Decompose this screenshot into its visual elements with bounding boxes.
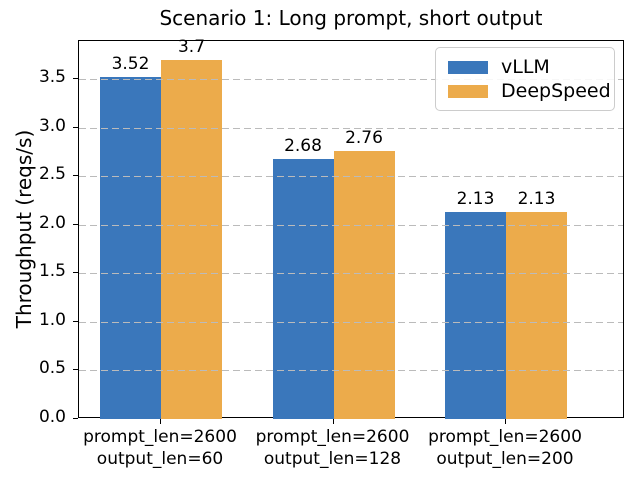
x-tick-label: prompt_len=2600 output_len=200 (410, 426, 600, 470)
y-tick-mark (73, 77, 78, 79)
bar-value-label: 2.68 (284, 135, 322, 156)
x-tick-label: prompt_len=2600 output_len=60 (65, 426, 255, 470)
y-tick-label: 2.5 (38, 164, 66, 185)
bar-value-label: 2.76 (345, 127, 383, 148)
x-tick-label-line: prompt_len=2600 (255, 427, 410, 447)
bar-vllm-group1 (100, 77, 161, 419)
bar-vllm-group2 (272, 158, 334, 419)
y-tick-label: 0.0 (38, 407, 66, 427)
y-tick-label: 3.0 (38, 115, 66, 136)
gridline (79, 176, 623, 178)
y-tick-mark (73, 418, 78, 419)
y-tick-mark (73, 320, 78, 322)
bar-vllm-group3 (445, 212, 506, 419)
bar-value-label: 2.13 (456, 189, 495, 210)
bar-deepspeed-group1 (161, 59, 222, 419)
x-tick-mark (505, 419, 506, 424)
x-tick-label: prompt_len=2600 output_len=128 (238, 426, 428, 470)
chart-title: Scenario 1: Long prompt, short output (159, 6, 543, 30)
x-tick-label-line: prompt_len=2600 (428, 427, 582, 447)
x-tick-mark (332, 419, 334, 424)
x-tick-label-line: output_len=60 (96, 449, 224, 470)
y-tick-label: 3.5 (38, 66, 66, 87)
y-tick-label: 1.5 (38, 261, 66, 282)
bar-deepspeed-group3 (506, 212, 567, 419)
y-tick-label: 2.0 (38, 212, 66, 233)
gridline (79, 127, 623, 129)
gridline (79, 78, 623, 80)
x-tick-mark (160, 419, 161, 424)
y-tick-mark (73, 223, 78, 225)
gridline (79, 273, 623, 275)
legend-entry-deepspeed: DeepSpeed (448, 80, 611, 102)
y-tick-label: 1.0 (38, 309, 66, 330)
x-tick-label-line: prompt_len=2600 (83, 427, 237, 447)
y-tick-mark (73, 272, 78, 274)
y-tick-mark (73, 175, 78, 177)
bar-value-label: 3.7 (177, 36, 206, 57)
bar-value-label: 3.52 (111, 54, 150, 75)
y-tick-mark (73, 126, 78, 128)
gridline (79, 224, 623, 226)
x-tick-label-line: output_len=128 (263, 449, 402, 470)
legend-label: DeepSpeed (501, 80, 611, 102)
x-tick-label-line: output_len=200 (436, 449, 574, 470)
legend-swatch-deepspeed (448, 84, 488, 98)
y-tick-label: 0.5 (38, 358, 66, 379)
y-tick-mark (73, 369, 78, 371)
gridline (79, 370, 623, 372)
legend-entry-vllm: vLLM (448, 56, 602, 78)
bar-value-label: 2.13 (517, 189, 556, 210)
legend: vLLM DeepSpeed (435, 47, 615, 111)
bar-deepspeed-group2 (333, 150, 395, 419)
legend-label: vLLM (501, 56, 550, 78)
gridline (79, 321, 623, 323)
legend-swatch-vllm (448, 60, 488, 74)
